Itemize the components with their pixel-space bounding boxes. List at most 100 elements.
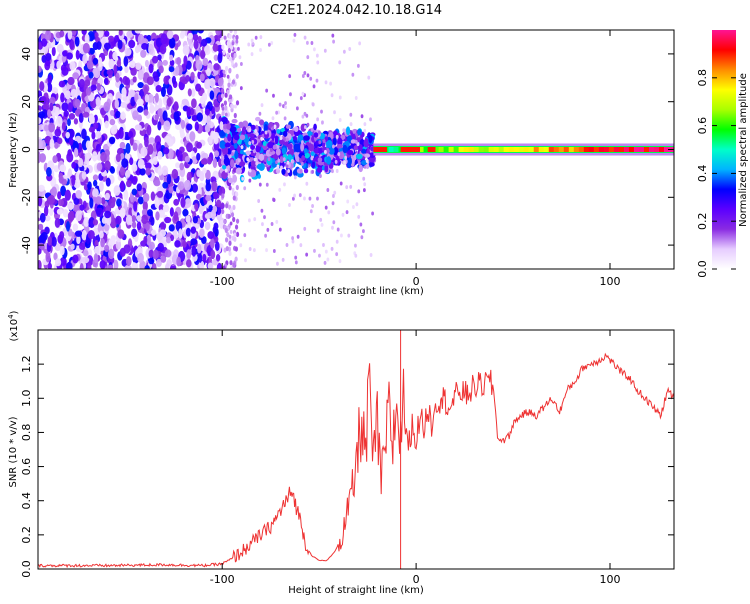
- heatmap-cell: [166, 30, 174, 40]
- heatmap-cell: [258, 111, 262, 116]
- heatmap-cell: [66, 152, 74, 163]
- heatmap-cell: [129, 60, 136, 69]
- heatmap-cell: [163, 75, 170, 85]
- heatmap-cell: [196, 141, 203, 149]
- heatmap-cell: [238, 121, 244, 129]
- heatmap-cell: [116, 198, 122, 207]
- heatmap-cell: [190, 238, 198, 245]
- heatmap-cell: [195, 193, 202, 200]
- heatmap-cell: [306, 122, 310, 127]
- heatmap-cell: [168, 186, 174, 194]
- x-tick-label: -100: [210, 573, 235, 586]
- heatmap-cell: [309, 209, 313, 214]
- heatmap-cell: [146, 76, 154, 86]
- heatmap-cell: [49, 138, 55, 149]
- heatmap-cell: [187, 88, 192, 97]
- y-tick-label: -40: [20, 236, 33, 254]
- heatmap-cell: [61, 121, 66, 131]
- heatmap-cell: [180, 119, 186, 129]
- heatmap-cell: [256, 163, 263, 170]
- heatmap-cell: [332, 220, 336, 225]
- heatmap-cell: [104, 192, 111, 201]
- heatmap-cell: [215, 30, 222, 36]
- heatmap-cell: [241, 176, 245, 181]
- heatmap-cell: [64, 189, 71, 201]
- heatmap-cell: [93, 67, 101, 79]
- heatmap-cell: [148, 63, 154, 74]
- heatmap-cell: [202, 92, 208, 102]
- heatmap-cell: [71, 30, 77, 36]
- heatmap-cell: [145, 162, 152, 170]
- heatmap-cell: [261, 222, 264, 227]
- heatmap-cell: [176, 57, 182, 66]
- heatmap-cell: [125, 142, 131, 154]
- heatmap-cell: [199, 260, 205, 269]
- carrier-segment: [578, 147, 585, 152]
- heatmap-cell: [200, 38, 208, 47]
- heatmap-cell: [275, 148, 281, 156]
- heatmap-cell: [363, 182, 367, 187]
- carrier-segment: [663, 147, 670, 152]
- heatmap-cell: [168, 37, 176, 49]
- heatmap-cell: [237, 140, 242, 145]
- heatmap-cell: [219, 120, 224, 131]
- heatmap-cell: [91, 151, 98, 162]
- heatmap-cell: [148, 257, 155, 265]
- heatmap-cell: [151, 262, 157, 269]
- heatmap-cell: [338, 60, 342, 65]
- heatmap-cell: [228, 67, 232, 72]
- heatmap-cell: [38, 248, 42, 255]
- heatmap-cell: [228, 185, 232, 191]
- heatmap-cell: [233, 134, 240, 141]
- heatmap-cell: [131, 163, 138, 172]
- heatmap-cell: [234, 224, 239, 230]
- heatmap-cell: [67, 102, 73, 113]
- heatmap-cell: [69, 128, 75, 139]
- heatmap-cell: [48, 208, 54, 216]
- heatmap-cell: [115, 110, 121, 119]
- heatmap-cell: [65, 131, 70, 139]
- carrier-segment: [393, 147, 400, 152]
- heatmap-cell: [195, 59, 203, 71]
- heatmap-cell: [363, 122, 367, 127]
- x-tick-label: -100: [210, 275, 235, 288]
- heatmap-cell: [45, 251, 51, 263]
- snr-ticks: -100 0 100 0.0 0.2 0.4 0.6 0.8 1.0 1.2: [20, 330, 674, 586]
- heatmap-cell: [275, 160, 278, 165]
- heatmap-cell: [63, 110, 69, 118]
- carrier-segment: [483, 147, 490, 152]
- heatmap-cell: [324, 205, 328, 210]
- heatmap-cell: [202, 167, 207, 174]
- heatmap-cell: [239, 86, 243, 91]
- heatmap-cell: [219, 130, 226, 137]
- heatmap-cell: [221, 116, 228, 123]
- heatmap-cell: [222, 165, 227, 170]
- heatmap-cell: [297, 134, 304, 142]
- heatmap-cell: [351, 72, 355, 77]
- heatmap-cell: [205, 182, 212, 192]
- heatmap-cell: [206, 78, 211, 89]
- heatmap-cell: [283, 116, 287, 121]
- snr-panel: -100 0 100 0.0 0.2 0.4 0.6 0.8 1.0 1.2 Height of …: [7, 310, 675, 596]
- heatmap-cell: [360, 160, 368, 166]
- heatmap-cell: [308, 196, 312, 201]
- heatmap-cell: [303, 152, 310, 159]
- heatmap-cell: [303, 35, 307, 40]
- heatmap-cell: [291, 239, 295, 244]
- heatmap-cell: [293, 32, 297, 37]
- heatmap-cell: [121, 87, 127, 98]
- heatmap-cell: [229, 221, 233, 226]
- heatmap-cell: [310, 127, 314, 132]
- heatmap-cell: [83, 250, 89, 257]
- heatmap-cell: [205, 195, 212, 202]
- heatmap-cell: [95, 96, 101, 107]
- heatmap-cell: [348, 46, 352, 51]
- heatmap-cell: [47, 236, 52, 246]
- heatmap-cell: [113, 64, 118, 76]
- heatmap-cell: [40, 231, 48, 241]
- heatmap-cell: [182, 240, 187, 248]
- heatmap-cell: [100, 151, 107, 163]
- heatmap-cell: [344, 140, 350, 146]
- heatmap-cell: [227, 82, 231, 88]
